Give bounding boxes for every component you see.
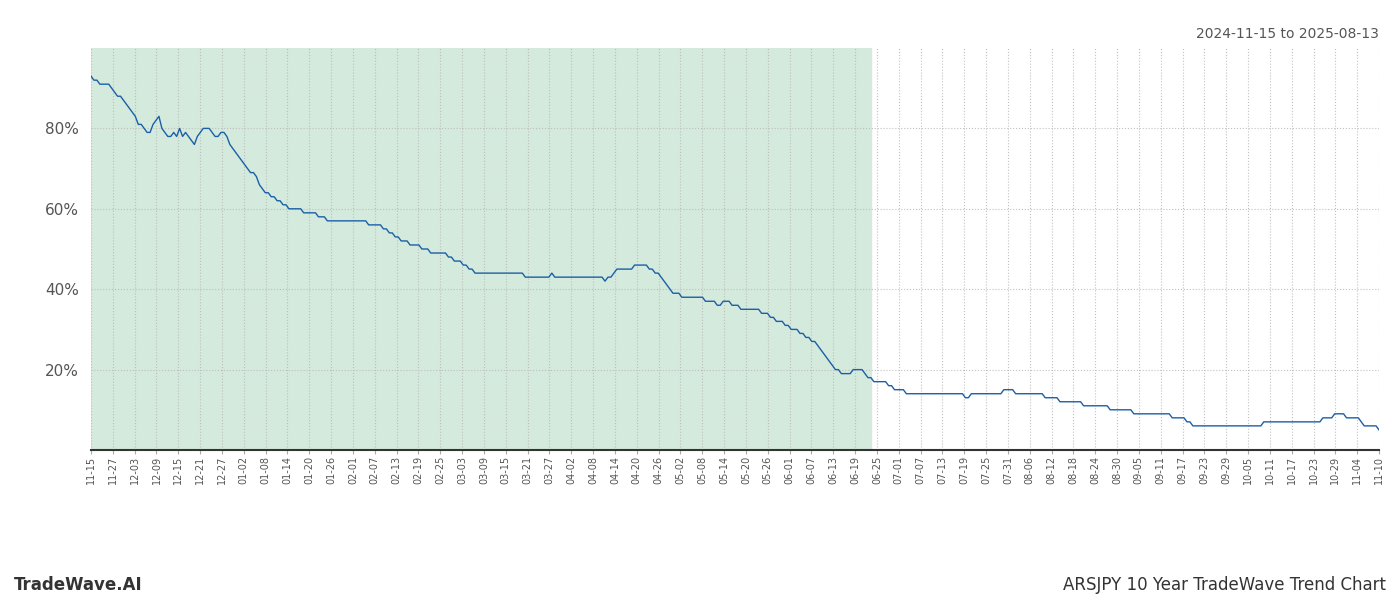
Bar (91, 48, 871, 450)
Text: ARSJPY 10 Year TradeWave Trend Chart: ARSJPY 10 Year TradeWave Trend Chart (1063, 576, 1386, 594)
Text: TradeWave.AI: TradeWave.AI (14, 576, 143, 594)
Text: 2024-11-15 to 2025-08-13: 2024-11-15 to 2025-08-13 (1196, 27, 1379, 41)
